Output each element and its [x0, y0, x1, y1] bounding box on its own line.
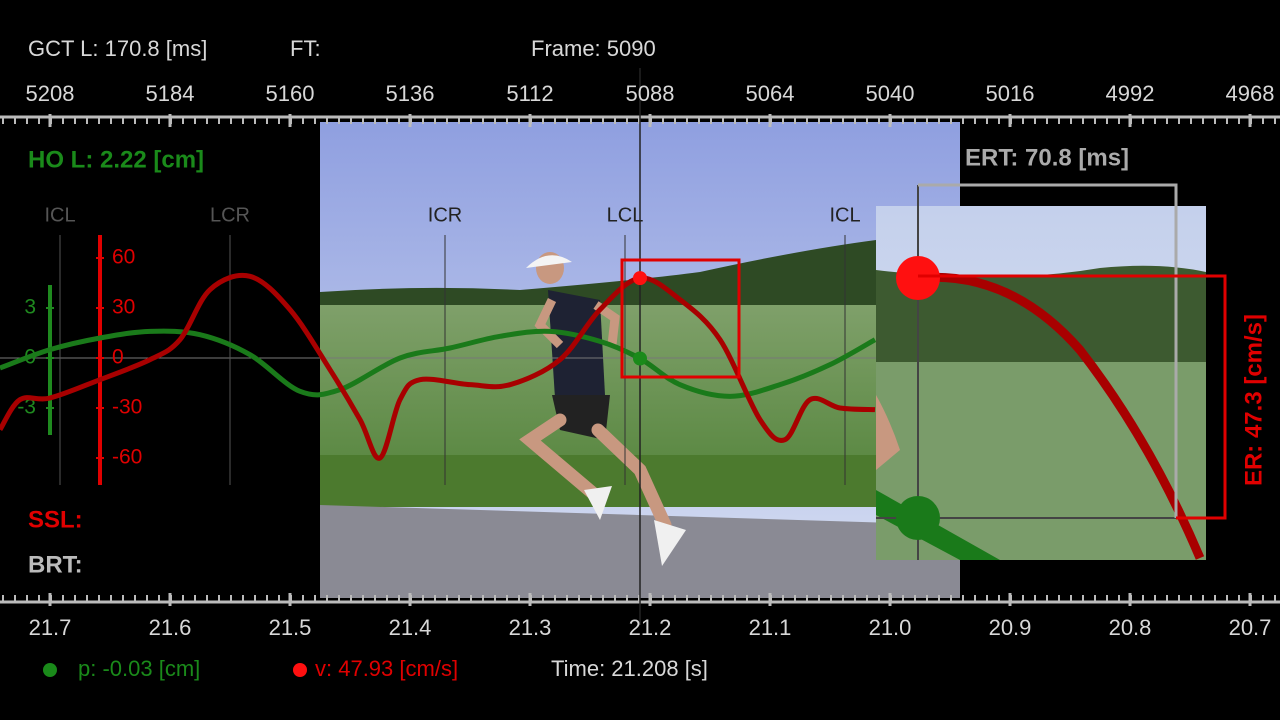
ert-bracket — [918, 183, 1178, 518]
axis-tick-label: 3 — [24, 296, 36, 319]
frame-tick-label: 5136 — [386, 81, 435, 106]
frame-tick-label: 4992 — [1106, 81, 1155, 106]
event-label: LCL — [607, 204, 644, 226]
time-tick-label: 20.9 — [989, 615, 1032, 640]
event-label: ICR — [428, 204, 462, 226]
frame-tick-label: 5088 — [626, 81, 675, 106]
er-bracket — [918, 274, 1227, 520]
ft-label: FT: — [290, 36, 321, 61]
time-tick-label: 20.8 — [1109, 615, 1152, 640]
time-tick-label: 21.4 — [389, 615, 432, 640]
time-tick-label: 21.7 — [29, 615, 72, 640]
v-dot — [293, 663, 307, 677]
time-readout: Time: 21.208 [s] — [551, 656, 708, 681]
event-label: ICL — [829, 204, 860, 226]
axis-tick-label: -60 — [112, 446, 142, 469]
zoom-region — [620, 258, 741, 379]
v-readout: v: 47.93 [cm/s] — [315, 656, 458, 681]
time-tick-label: 21.5 — [269, 615, 312, 640]
frame-label: Frame: 5090 — [531, 36, 656, 61]
time-tick-label: 21.2 — [629, 615, 672, 640]
time-tick-label: 21.1 — [749, 615, 792, 640]
time-tick-label: 21.6 — [149, 615, 192, 640]
curve — [0, 328, 877, 399]
er-label: ER: 47.3 [cm/s] — [1240, 314, 1267, 486]
time-tick-label: 20.7 — [1229, 615, 1272, 640]
frame-tick-label: 5184 — [146, 81, 195, 106]
p-readout: p: -0.03 [cm] — [78, 656, 200, 681]
axis-tick-label: 30 — [112, 296, 135, 319]
frame-tick-label: 5016 — [986, 81, 1035, 106]
time-tick-label: 21.0 — [869, 615, 912, 640]
frame-tick-label: 5208 — [26, 81, 75, 106]
event-markers: ICL LCR ICR LCL ICL — [44, 204, 861, 485]
time-tick-label: 21.3 — [509, 615, 552, 640]
frame-tick-label: 5160 — [266, 81, 315, 106]
event-label: ICL — [44, 204, 75, 226]
zoom-panel — [876, 185, 1206, 560]
p-dot — [43, 663, 57, 677]
event-label: LCR — [210, 204, 250, 226]
frame-tick-label: 4968 — [1226, 81, 1275, 106]
ho-label: HO L: 2.22 [cm] — [28, 146, 204, 173]
curve — [0, 273, 876, 461]
ert-label: ERT: 70.8 [ms] — [965, 144, 1129, 171]
ssl-label: SSL: — [28, 506, 83, 533]
frame-tick-label: 5112 — [506, 81, 553, 106]
frame-tick-label: 5040 — [866, 81, 915, 106]
gct-label: GCT L: 170.8 [ms] — [28, 36, 207, 61]
frame-tick-label: 5064 — [746, 81, 795, 106]
cursor-dot — [633, 271, 647, 286]
axis-tick-label: -30 — [112, 396, 142, 419]
axis-tick-label: 60 — [112, 246, 135, 269]
axis-tick-label: 0 — [112, 346, 124, 369]
cursor-dot — [633, 351, 647, 366]
brt-label: BRT: — [28, 551, 83, 578]
